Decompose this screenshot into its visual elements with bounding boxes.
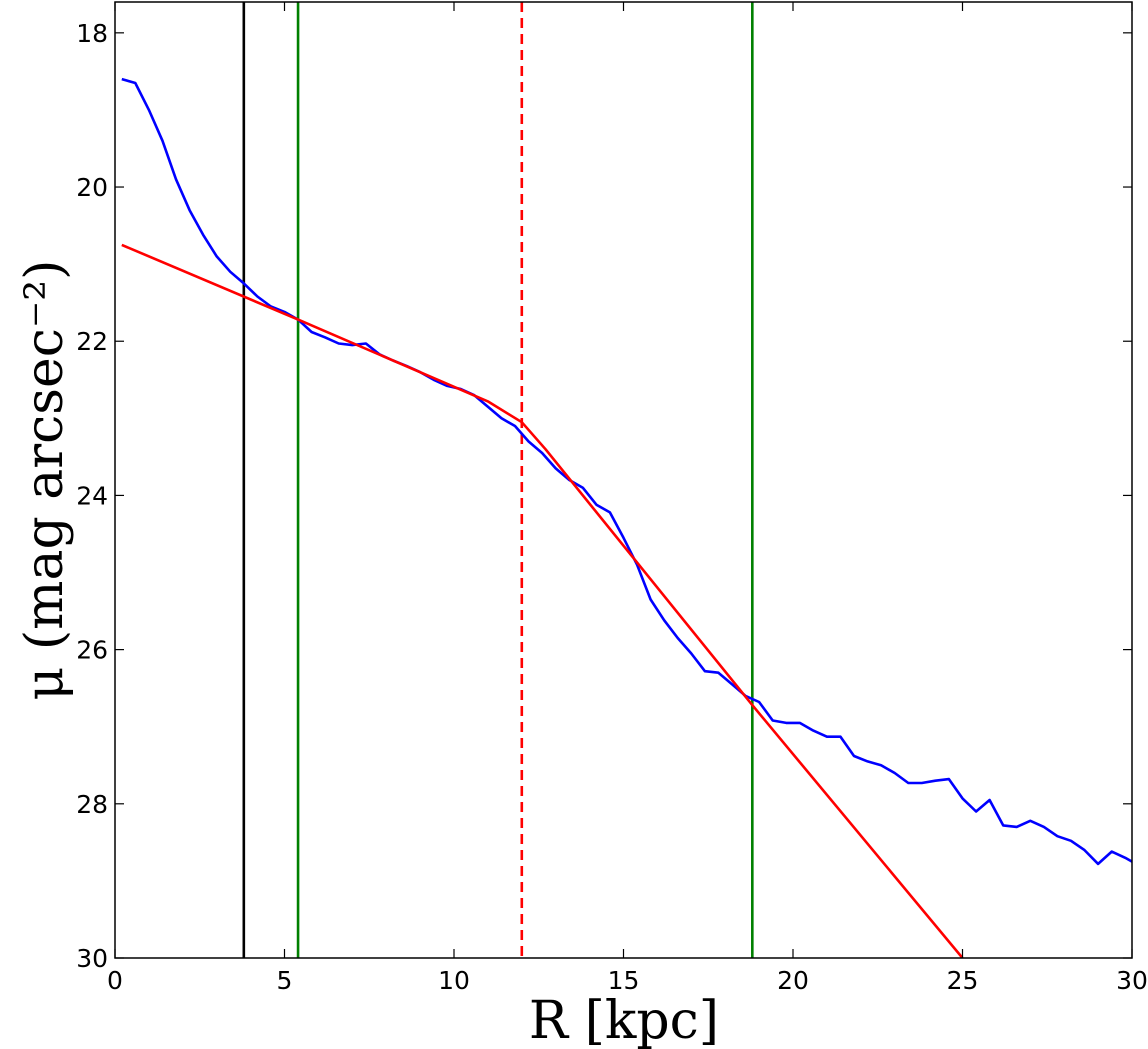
- x-tick-label: 25: [947, 966, 979, 995]
- y-tick-label: 28: [76, 790, 108, 819]
- x-tick-label: 15: [608, 966, 640, 995]
- series-line-2: [121, 243, 964, 958]
- y-tick-label: 22: [76, 327, 108, 356]
- x-tick-label: 10: [438, 966, 470, 995]
- reference-lines: [242, 2, 754, 958]
- y-tick-label: 30: [76, 944, 108, 973]
- x-axis-ticks: 0 5 10 15 20 25 30: [107, 2, 1148, 995]
- series-group: [121, 77, 1132, 958]
- y-axis-ticks: 18 20 22 24 26 28 30: [76, 19, 1132, 973]
- x-tick-label: 0: [107, 966, 123, 995]
- x-tick-label: 5: [277, 966, 293, 995]
- y-tick-label: 26: [76, 636, 108, 665]
- x-axis-label: R [kpc]: [529, 991, 719, 1049]
- y-tick-label: 20: [76, 173, 108, 202]
- y-axis-label: μ (mag arcsec⁻²): [15, 260, 75, 701]
- y-tick-label: 24: [76, 481, 108, 510]
- plot-area: [115, 2, 1132, 958]
- x-tick-label: 30: [1116, 966, 1148, 995]
- y-tick-label: 18: [76, 19, 108, 48]
- x-tick-label: 20: [777, 966, 809, 995]
